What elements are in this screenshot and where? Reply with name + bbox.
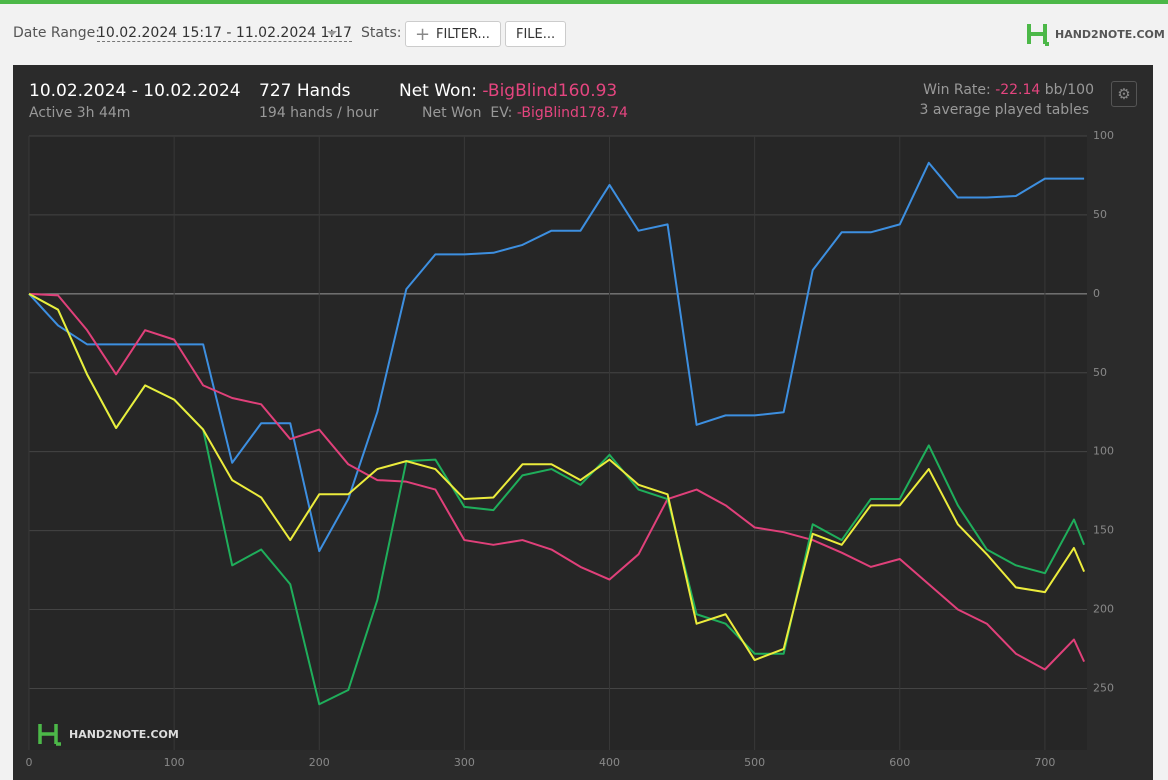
active-time: Active 3h 44m	[29, 105, 131, 121]
stats-label: Stats:	[361, 25, 402, 41]
x-tick-label: 700	[1034, 756, 1055, 769]
y-tick-label: 200	[1093, 603, 1114, 616]
series-line	[28, 161, 1085, 553]
win-rate-unit: bb/100	[1044, 82, 1094, 98]
file-button[interactable]: FILE...	[505, 21, 567, 47]
net-won-label: Net Won:	[399, 81, 477, 101]
series-line	[28, 292, 1086, 706]
x-tick-label: 0	[26, 756, 33, 769]
watermark-icon	[38, 724, 61, 746]
net-won: Net Won: -BigBlind160.93	[399, 81, 617, 101]
tables: 3 average played tables	[919, 102, 1089, 118]
logo-text: HAND2NOTE.COM	[1055, 28, 1165, 41]
win-rate-value: -22.14	[995, 82, 1041, 98]
plus-icon: +	[415, 24, 431, 45]
x-tick-label: 500	[744, 756, 765, 769]
net-won-ev: Net Won EV: -BigBlind178.74	[422, 105, 628, 121]
x-tick-label: 400	[599, 756, 620, 769]
filter-button[interactable]: + FILTER...	[405, 21, 501, 47]
win-rate-label: Win Rate:	[923, 82, 991, 98]
watermark: HAND2NOTE.COM	[69, 728, 179, 741]
series-line	[28, 292, 1086, 662]
date-range[interactable]: 10.02.2024 15:17 - 11.02.2024 1:17	[97, 25, 352, 42]
dropdown-arrow[interactable]	[327, 31, 337, 36]
top-bar	[0, 0, 1168, 4]
x-tick-label: 200	[309, 756, 330, 769]
x-tick-label: 600	[889, 756, 910, 769]
date-range-label: Date Range:	[13, 25, 101, 41]
y-tick-label: 250	[1093, 681, 1114, 694]
net-won-ev-value: -BigBlind178.74	[516, 105, 628, 121]
net-won-ev-label: Net Won EV:	[422, 105, 513, 121]
y-tick-label: 50	[1093, 366, 1107, 379]
x-tick-label: 300	[454, 756, 475, 769]
grid	[28, 135, 1087, 750]
x-tick-label: 100	[164, 756, 185, 769]
lines	[28, 161, 1086, 706]
dates: 10.02.2024 - 10.02.2024	[29, 81, 241, 101]
y-tick-label: 150	[1093, 524, 1114, 537]
plot-area	[29, 136, 1087, 750]
hands: 727 Hands	[259, 81, 351, 101]
y-tick-label: 100	[1093, 129, 1114, 142]
y-tick-label: 100	[1093, 445, 1114, 458]
settings-button[interactable]: ⚙	[1111, 81, 1137, 107]
y-tick-label: 50	[1093, 208, 1107, 221]
series-line	[28, 292, 1086, 671]
net-won-value: -BigBlind160.93	[482, 81, 618, 101]
logo-icon	[1027, 24, 1049, 46]
filter-text: FILTER...	[436, 27, 490, 42]
y-tick-label: 0	[1093, 287, 1100, 300]
hands-per-hour: 194 hands / hour	[259, 105, 379, 121]
win-rate: Win Rate: -22.14 bb/100	[923, 82, 1094, 98]
